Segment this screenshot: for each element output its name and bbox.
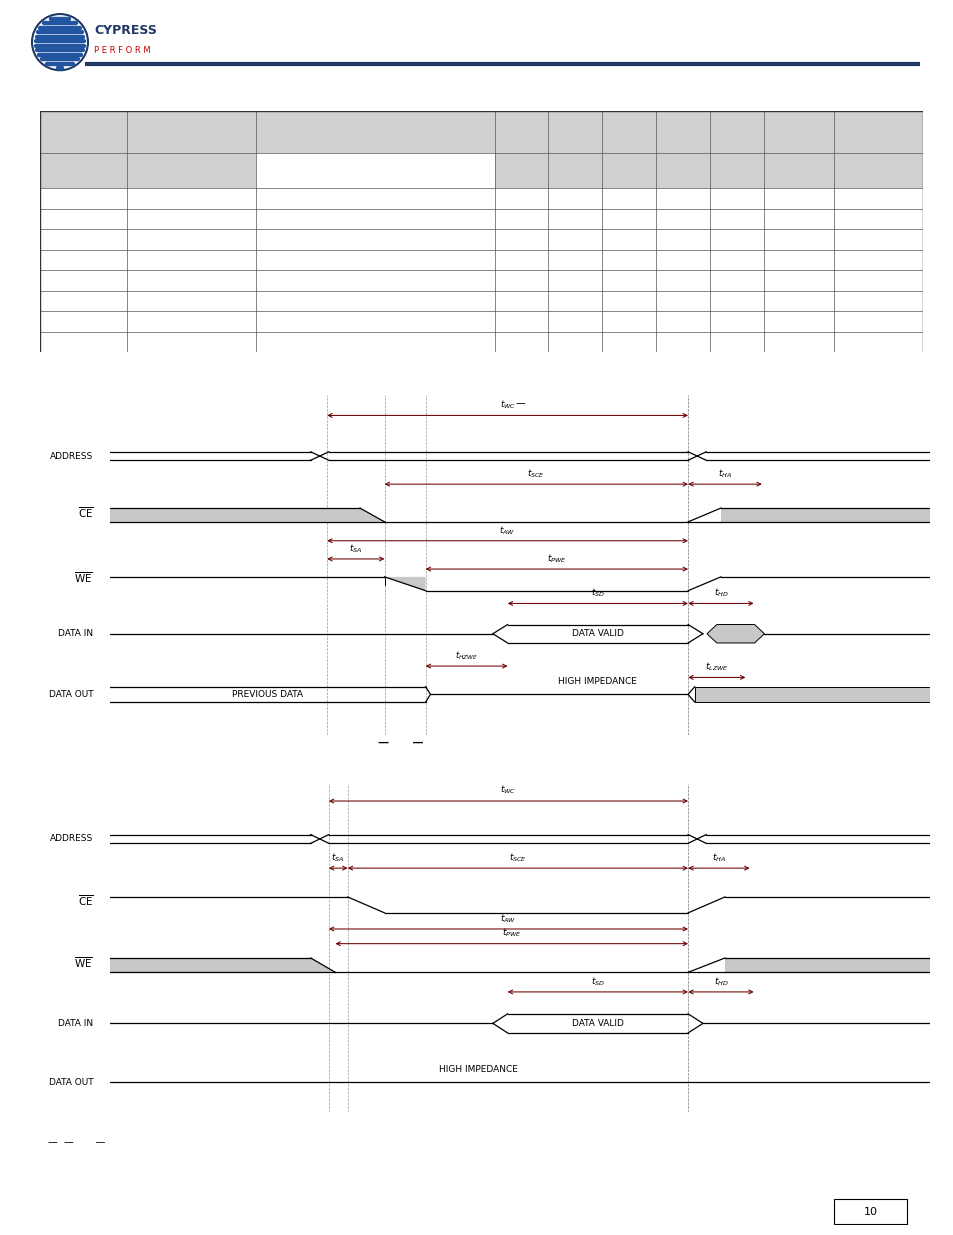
Polygon shape	[706, 625, 763, 643]
Text: $t_{HD}$: $t_{HD}$	[713, 587, 727, 599]
Text: DATA IN: DATA IN	[58, 1019, 93, 1028]
Text: P E R F O R M: P E R F O R M	[94, 46, 151, 54]
Text: DATA OUT: DATA OUT	[49, 1078, 93, 1087]
Text: $t_{HA}$: $t_{HA}$	[718, 468, 731, 480]
Text: PREVIOUS DATA: PREVIOUS DATA	[232, 690, 303, 699]
Text: $t_{HZWE}$: $t_{HZWE}$	[455, 650, 477, 662]
Polygon shape	[724, 958, 929, 972]
Text: CYPRESS: CYPRESS	[94, 23, 156, 37]
Text: $t_{SA}$: $t_{SA}$	[349, 542, 362, 555]
Bar	[494, 153, 922, 188]
Text: $t_{AW}$: $t_{AW}$	[499, 524, 516, 537]
Polygon shape	[110, 508, 384, 522]
Text: $t_{SCE}$: $t_{SCE}$	[527, 468, 545, 480]
Text: $t_{SA}$: $t_{SA}$	[331, 851, 345, 864]
Text: $t_{WC}$: $t_{WC}$	[499, 398, 516, 410]
Text: ADDRESS: ADDRESS	[50, 835, 93, 844]
Polygon shape	[720, 508, 929, 522]
Text: $\overline{\mathrm{WE}}$: $\overline{\mathrm{WE}}$	[74, 956, 93, 971]
Text: $t_{WC}$: $t_{WC}$	[499, 783, 516, 797]
Text: $t_{SCE}$: $t_{SCE}$	[508, 851, 526, 864]
Text: —      —: — —	[377, 739, 423, 748]
Text: $t_{SD}$: $t_{SD}$	[590, 587, 604, 599]
Text: $\overline{\mathrm{WE}}$: $\overline{\mathrm{WE}}$	[74, 571, 93, 585]
Text: DATA OUT: DATA OUT	[49, 690, 93, 699]
Text: $t_{AW}$: $t_{AW}$	[499, 913, 517, 925]
Text: HIGH IMPEDANCE: HIGH IMPEDANCE	[439, 1065, 517, 1073]
Text: $t_{PWE}$: $t_{PWE}$	[546, 552, 566, 566]
Text: —  —       —: — — —	[48, 1137, 105, 1147]
Polygon shape	[110, 958, 335, 972]
Text: $t_{HA}$: $t_{HA}$	[711, 851, 725, 864]
Polygon shape	[694, 687, 929, 701]
Polygon shape	[384, 577, 425, 590]
Text: ADDRESS: ADDRESS	[50, 452, 93, 461]
Text: DATA VALID: DATA VALID	[572, 1019, 623, 1028]
Text: $t_{HD}$: $t_{HD}$	[713, 976, 727, 988]
Text: $\overline{\mathrm{CE}}$: $\overline{\mathrm{CE}}$	[77, 893, 93, 908]
Text: $t_{LZWE}$: $t_{LZWE}$	[704, 661, 728, 673]
Text: $t_{PWE}$: $t_{PWE}$	[501, 927, 521, 940]
Bar	[40, 111, 922, 153]
Text: HIGH IMPEDANCE: HIGH IMPEDANCE	[558, 677, 637, 687]
Bar	[40, 153, 256, 188]
Text: 10: 10	[862, 1207, 877, 1216]
Text: DATA VALID: DATA VALID	[572, 630, 623, 638]
Text: $t_{SD}$: $t_{SD}$	[590, 976, 604, 988]
Text: $\overline{\mathrm{CE}}$: $\overline{\mathrm{CE}}$	[77, 505, 93, 520]
Text: DATA IN: DATA IN	[58, 630, 93, 638]
Text: —: —	[515, 398, 524, 409]
